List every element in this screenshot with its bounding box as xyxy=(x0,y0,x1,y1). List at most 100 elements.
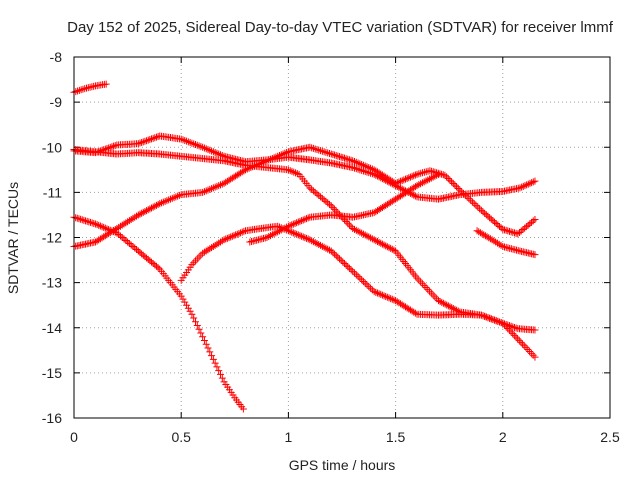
data-point xyxy=(352,226,360,234)
x-tick-label: 1 xyxy=(285,429,293,445)
data-point xyxy=(286,167,294,175)
data-point xyxy=(522,223,530,231)
data-point xyxy=(245,164,253,172)
series-arc-5 xyxy=(70,143,539,251)
data-point xyxy=(93,221,101,229)
data-point xyxy=(331,151,339,159)
data-point xyxy=(286,227,294,235)
data-point xyxy=(188,310,196,318)
data-point xyxy=(211,149,219,157)
data-point xyxy=(159,198,167,206)
data-point xyxy=(279,150,287,158)
data-point xyxy=(392,179,400,187)
data-point xyxy=(522,344,530,352)
data-point xyxy=(380,241,388,249)
data-point xyxy=(528,218,536,226)
data-point xyxy=(451,181,459,189)
data-point xyxy=(524,180,532,188)
data-point xyxy=(134,140,142,148)
data-point xyxy=(496,222,504,230)
data-point xyxy=(296,232,304,240)
data-point xyxy=(397,177,405,185)
data-point xyxy=(233,230,241,238)
data-point xyxy=(524,221,532,229)
data-point xyxy=(90,219,98,227)
data-point xyxy=(197,143,205,151)
data-point xyxy=(317,193,325,201)
data-point xyxy=(340,154,348,162)
data-point xyxy=(527,349,535,357)
data-point xyxy=(294,231,302,239)
data-point xyxy=(72,88,80,96)
data-point xyxy=(484,212,492,220)
data-point xyxy=(208,185,216,193)
data-point xyxy=(268,231,276,239)
data-point xyxy=(380,292,388,300)
x-tick-label: 0.5 xyxy=(171,429,191,445)
data-point xyxy=(356,228,364,236)
data-point xyxy=(174,192,182,200)
data-point xyxy=(378,291,386,299)
data-point xyxy=(373,237,381,245)
data-point xyxy=(258,159,266,167)
data-point xyxy=(351,225,359,233)
data-point xyxy=(199,249,207,257)
data-point xyxy=(98,223,106,231)
data-point xyxy=(349,157,357,165)
data-point xyxy=(209,355,217,363)
data-point xyxy=(436,298,444,306)
data-point xyxy=(361,162,369,170)
data-point xyxy=(395,178,403,186)
data-point xyxy=(492,317,500,325)
data-point xyxy=(385,244,393,252)
data-point xyxy=(199,143,207,151)
data-point xyxy=(439,299,447,307)
data-point xyxy=(531,251,539,259)
data-point xyxy=(352,165,360,173)
data-point xyxy=(274,152,282,160)
data-point xyxy=(329,249,337,257)
axis-ticks: 0 0.5 1 1.5 2 2.5 -16 -15 -14 -13 -12 -11 -10 -9 -8 xyxy=(42,49,620,445)
data-point xyxy=(479,208,487,216)
data-point xyxy=(213,182,221,190)
data-point xyxy=(217,370,225,378)
data-point xyxy=(363,163,371,171)
data-point xyxy=(418,179,426,187)
data-point xyxy=(268,155,276,163)
data-point xyxy=(448,304,456,312)
data-point xyxy=(324,199,332,207)
data-point xyxy=(489,315,497,323)
data-point xyxy=(190,140,198,148)
data-point xyxy=(487,315,495,323)
data-point xyxy=(183,137,191,145)
data-point xyxy=(517,338,525,346)
data-point xyxy=(202,145,210,153)
data-point xyxy=(345,221,353,229)
data-point xyxy=(148,204,156,212)
x-tick-label: 1.5 xyxy=(386,429,406,445)
data-point xyxy=(313,146,321,154)
data-point xyxy=(339,154,347,162)
data-point xyxy=(342,155,350,163)
data-point xyxy=(88,219,96,227)
data-point xyxy=(79,85,87,93)
data-point xyxy=(272,229,280,237)
data-point xyxy=(327,150,335,158)
data-point xyxy=(516,228,524,236)
data-point xyxy=(509,323,517,331)
data-point xyxy=(77,215,85,223)
data-point xyxy=(154,201,162,209)
data-point xyxy=(370,236,378,244)
data-point xyxy=(422,168,430,176)
data-point xyxy=(512,324,520,332)
data-point xyxy=(309,144,317,152)
data-point xyxy=(254,161,262,169)
data-point xyxy=(367,284,375,292)
data-point xyxy=(127,241,135,249)
data-point xyxy=(193,141,201,149)
data-point xyxy=(516,184,524,192)
data-point xyxy=(315,146,323,154)
data-point xyxy=(531,215,539,223)
data-point xyxy=(122,219,130,227)
data-point xyxy=(230,232,238,240)
